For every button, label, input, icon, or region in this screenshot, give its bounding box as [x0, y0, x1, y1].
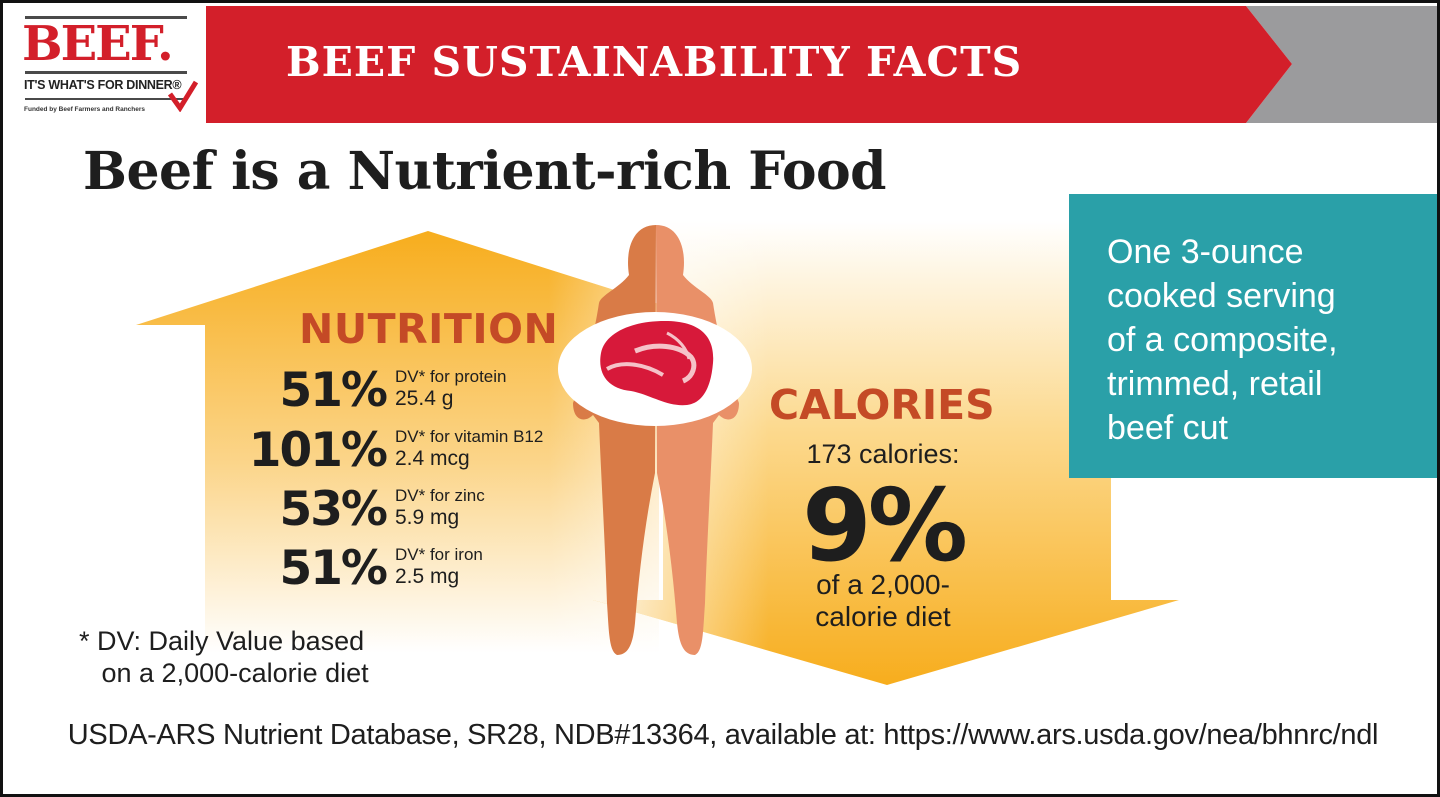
serving-line: of a composite, [1107, 321, 1338, 359]
nutrition-heading: NUTRITION [299, 305, 559, 353]
source-citation: USDA-ARS Nutrient Database, SR28, NDB#13… [67, 719, 1379, 751]
calories-note-line: calorie diet [815, 601, 951, 632]
nutrient-amount: 5.9 mg [395, 506, 460, 529]
nutrition-item-zinc: 53% DV* for zinc 5.9 mg [3, 482, 643, 538]
logo-wordmark: BEEF. [22, 16, 174, 72]
calories-heading: CALORIES [769, 381, 995, 429]
nutrient-amount: 25.4 g [395, 387, 454, 410]
logo-tagline: IT'S WHAT'S FOR DINNER® [24, 78, 182, 92]
serving-info-box: One 3-ounce cooked serving of a composit… [1069, 194, 1437, 478]
nutrient-amount: 2.4 mcg [395, 447, 470, 470]
nutrient-percent: 51% [279, 541, 388, 596]
banner-title: BEEF SUSTAINABILITY FACTS [286, 38, 1023, 86]
nutrient-label: DV* for zinc [395, 486, 485, 505]
nutrient-label: DV* for iron [395, 545, 483, 564]
serving-info-text: One 3-ounce cooked serving of a composit… [1107, 230, 1427, 450]
logo-funded-by: Funded by Beef Farmers and Ranchers [24, 106, 146, 113]
nutrient-percent: 101% [248, 423, 388, 478]
down-arrow-graphic [593, 221, 1179, 685]
nutrient-percent: 51% [279, 363, 388, 418]
dv-footnote: * DV: Daily Value based on a 2,000-calor… [79, 626, 369, 688]
title-banner [206, 6, 1437, 123]
nutrition-item-iron: 51% DV* for iron 2.5 mg [3, 541, 643, 597]
arrow-graphics [136, 221, 1179, 685]
serving-line: cooked serving [1107, 277, 1336, 315]
logo-mid-rule [25, 71, 187, 74]
calories-count: 173 calories: [806, 439, 960, 469]
calories-percent: 9% [802, 467, 968, 584]
serving-line: One 3-ounce [1107, 233, 1304, 271]
steak-on-plate-icon [558, 312, 752, 426]
serving-line: trimmed, retail [1107, 365, 1323, 403]
checkmark-icon [168, 80, 198, 112]
nutrient-amount: 2.5 mg [395, 565, 460, 588]
nutrient-label: DV* for vitamin B12 [395, 427, 544, 446]
logo-bottom-rule [25, 98, 187, 100]
calories-note-line: of a 2,000- [816, 569, 950, 600]
nutrient-label: DV* for protein [395, 367, 507, 386]
nutrient-percent: 53% [279, 482, 388, 537]
calories-note: of a 2,000- calorie diet [733, 569, 1033, 633]
beef-logo: BEEF. IT'S WHAT'S FOR DINNER® Funded by … [6, 6, 206, 123]
nutrition-item-protein: 51% DV* for protein 25.4 g [3, 363, 643, 419]
logo-top-rule [25, 16, 187, 19]
nutrition-item-vitamin-b12: 101% DV* for vitamin B12 2.4 mcg [3, 423, 643, 479]
page-title: Beef is a Nutrient-rich Food [83, 141, 887, 202]
serving-line: beef cut [1107, 409, 1228, 447]
